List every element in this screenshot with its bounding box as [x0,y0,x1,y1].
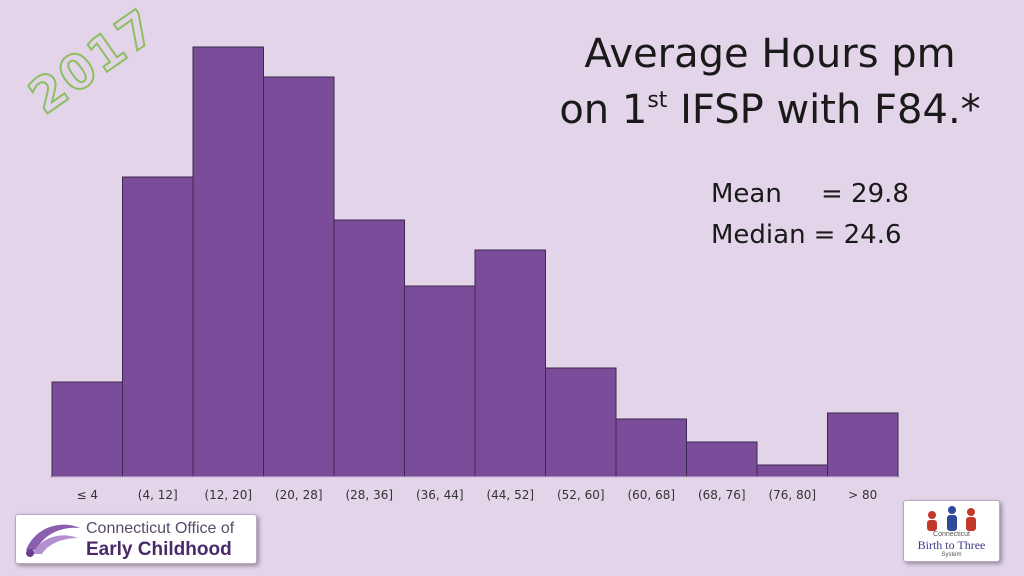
histogram-bar [827,412,899,478]
histogram-bar [404,285,476,478]
x-tick-label: (52, 60] [557,488,605,502]
title-line-2-suffix: IFSP with F84.* [667,87,981,133]
x-tick-label: (28, 36] [345,488,393,502]
histogram-bar [615,418,687,478]
children-figures-icon [927,506,976,531]
x-tick-label: (36, 44] [416,488,464,502]
histogram-bar [686,441,758,478]
b23-line-3: System [941,552,962,558]
median-row: Median = 24.6 [711,215,909,256]
title-line-2: on 1st IFSP with F84.* [540,82,1000,138]
histogram-bar [122,176,194,478]
b23-line-1: Connecticut [933,531,970,538]
title-line-2-prefix: on 1 [559,87,648,133]
x-tick-label: (12, 20] [204,488,252,502]
histogram-bar [545,367,617,478]
ct-oec-line-2: Early Childhood [86,539,232,560]
histogram-bar [474,249,546,478]
x-tick-label: ≤ 4 [76,488,98,502]
histogram-bar [756,464,828,478]
x-tick-label: (4, 12] [138,488,178,502]
mean-label: Mean [711,179,782,209]
x-tick-label: (20, 28] [275,488,323,502]
summary-stats: Mean = 29.8 Median = 24.6 [711,174,909,256]
title-superscript: st [647,88,668,113]
histogram-bar [192,46,264,478]
x-tick-label: (68, 76] [698,488,746,502]
histogram-bar [333,219,405,478]
x-tick-label: (76, 80] [768,488,816,502]
median-value: = 24.6 [813,220,902,250]
mean-row: Mean = 29.8 [711,174,909,215]
mean-value: = 29.8 [821,179,909,209]
b23-line-2: Birth to Three [917,538,986,552]
title-line-1: Average Hours pm [584,31,956,77]
x-tick-label: (60, 68] [627,488,675,502]
birth-to-three-logo: Connecticut Birth to Three System [903,500,1000,562]
x-tick-label: (44, 52] [486,488,534,502]
histogram-bar [51,381,123,478]
chart-title: Average Hours pm on 1st IFSP with F84.* [540,26,1000,138]
histogram-bar [263,76,335,478]
ct-oec-logo: Connecticut Office of Early Childhood [15,514,257,564]
median-label: Median [711,220,806,250]
ct-oec-line-1: Connecticut Office of [86,520,235,537]
x-tick-label: > 80 [848,488,877,502]
hands-swoosh-icon [26,524,80,557]
